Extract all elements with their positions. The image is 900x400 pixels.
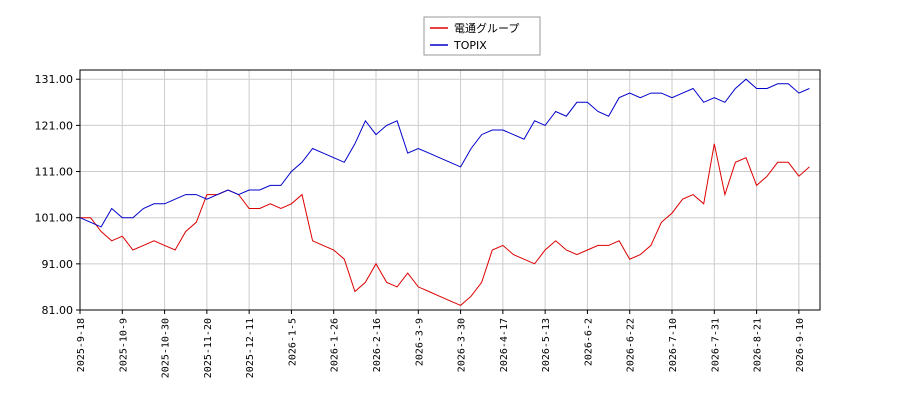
y-tick-label: 101.00 — [35, 212, 74, 225]
x-tick-label: 2026-1-5 — [287, 318, 298, 366]
x-tick-label: 2026-2-16 — [372, 318, 383, 372]
legend-label: 電通グループ — [454, 21, 519, 35]
y-tick-label: 81.00 — [42, 304, 74, 317]
legend-box — [423, 16, 541, 56]
x-tick-label: 2026-8-21 — [753, 318, 764, 372]
y-tick-label: 91.00 — [42, 258, 74, 271]
plot-frame — [79, 69, 821, 311]
x-tick-label: 2025-12-11 — [245, 318, 256, 378]
x-tick-label: 2026-7-31 — [710, 318, 721, 372]
x-tick-label: 2026-9-10 — [795, 318, 806, 372]
plot-area — [80, 70, 820, 310]
x-tick-label: 2026-3-9 — [414, 318, 425, 366]
x-tick-label: 2026-3-30 — [457, 318, 468, 372]
x-tick-label: 2026-6-22 — [626, 318, 637, 372]
legend-label: TOPIX — [453, 39, 487, 52]
x-tick-label: 2025-10-9 — [118, 318, 129, 372]
x-tick-label: 2025-9-18 — [76, 318, 87, 372]
x-tick-label: 2026-4-17 — [499, 318, 510, 372]
x-tick-label: 2025-10-30 — [161, 318, 172, 378]
series-line — [79, 78, 810, 228]
y-tick-label: 121.00 — [35, 119, 74, 132]
x-tick-label: 2025-11-20 — [203, 318, 214, 378]
x-tick-label: 2026-6-2 — [583, 318, 594, 366]
x-tick-label: 2026-5-13 — [541, 318, 552, 372]
x-tick-label: 2026-7-10 — [668, 318, 679, 372]
x-tick-label: 2026-1-26 — [330, 318, 341, 372]
y-tick-label: 131.00 — [35, 73, 74, 86]
series-line — [80, 143, 810, 306]
y-tick-label: 111.00 — [35, 166, 74, 179]
